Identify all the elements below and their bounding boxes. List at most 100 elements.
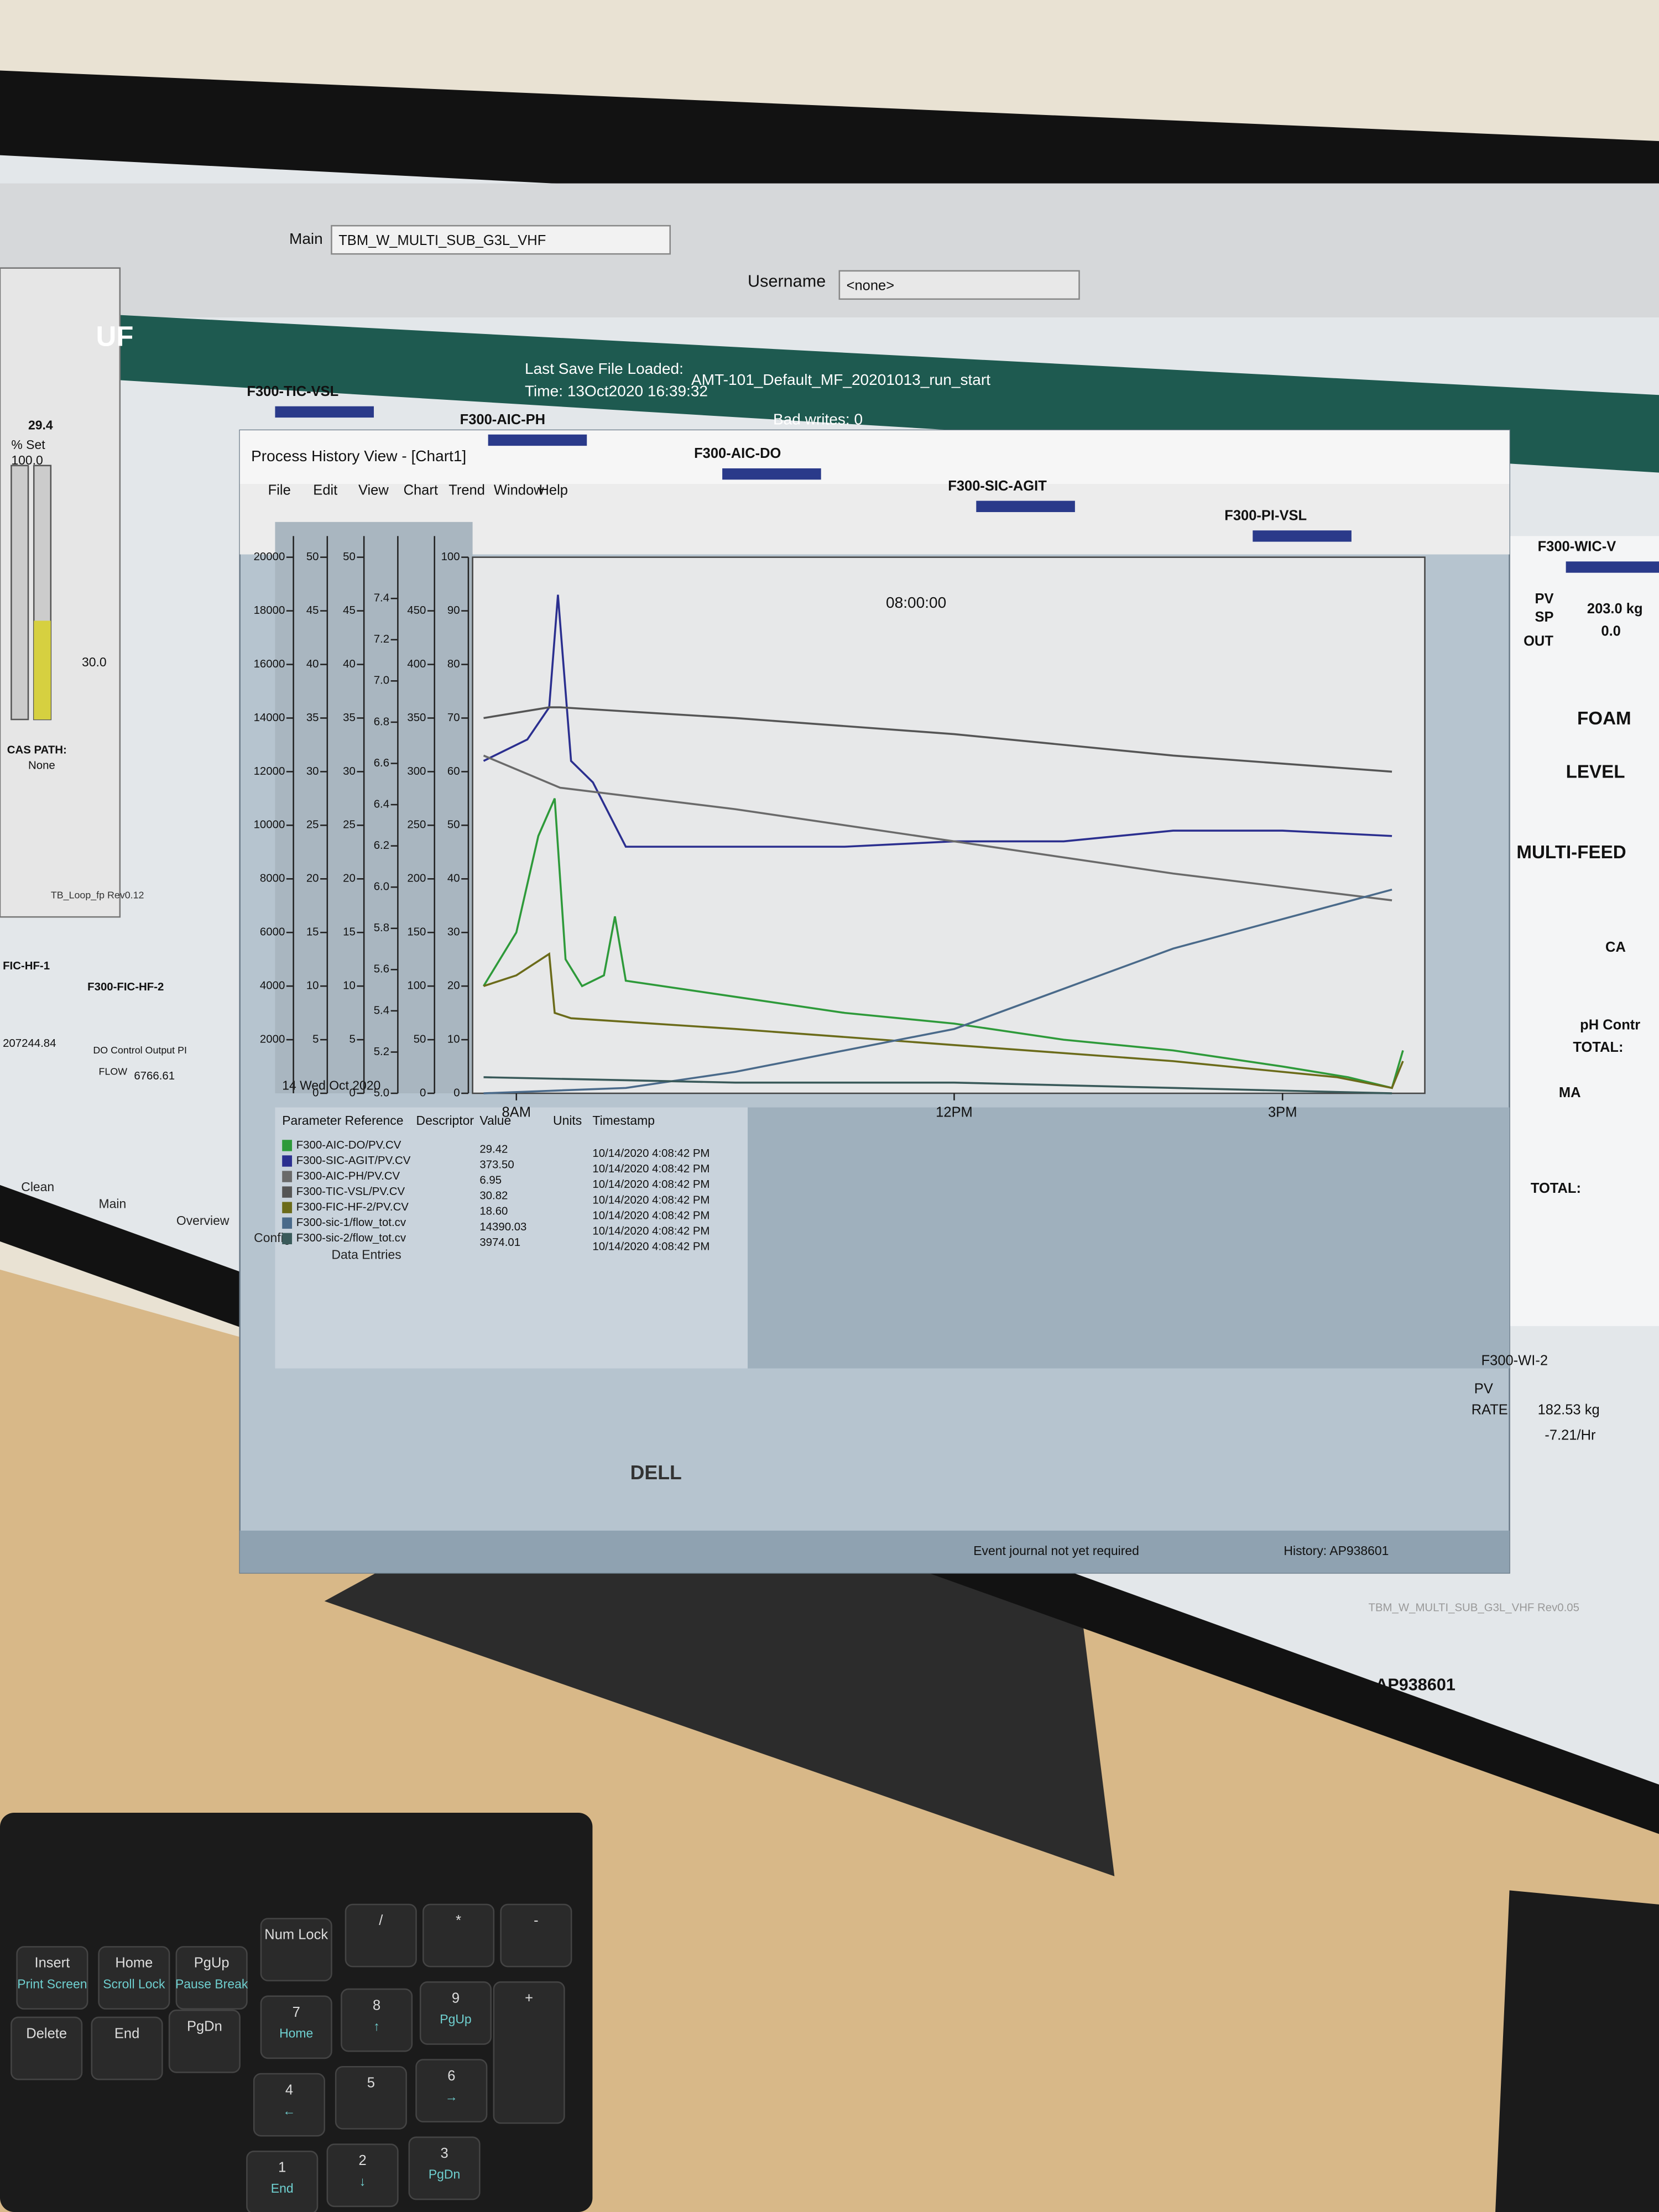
key[interactable] xyxy=(16,1946,88,2010)
plot-area xyxy=(472,556,1426,1094)
screen-tab[interactable]: Data Entries xyxy=(331,1247,401,1261)
key[interactable] xyxy=(415,2059,488,2123)
y-tick-label: 7.0 xyxy=(374,675,389,687)
key[interactable] xyxy=(500,1903,572,1968)
key[interactable] xyxy=(345,1903,417,1968)
chart-date: 14 Wed Oct 2020 xyxy=(282,1078,380,1092)
y-tick-label: 0 xyxy=(349,1087,356,1099)
faceplate-tag[interactable]: F300-AIC-PH xyxy=(460,412,545,427)
y-tick-label: 18000 xyxy=(254,604,285,617)
y-tick-label: 12000 xyxy=(254,765,285,778)
parameter-name[interactable]: F300-sic-1/flow_tot.cv xyxy=(296,1217,406,1229)
key-sublabel: Pause Break xyxy=(175,1976,248,1991)
key[interactable] xyxy=(341,1988,413,2052)
menu-item[interactable]: Help xyxy=(539,482,567,498)
key-label: Home xyxy=(115,1955,153,1971)
left-popup xyxy=(0,267,121,918)
parameter-name[interactable]: F300-sic-2/flow_tot.cv xyxy=(296,1232,406,1244)
parameter-table xyxy=(275,1107,748,1369)
main-dropdown[interactable] xyxy=(331,225,671,255)
parameter-timestamp: 10/14/2020 4:08:42 PM xyxy=(592,1225,709,1237)
y-tick-label: 25 xyxy=(306,819,319,831)
time-value[interactable]: 08:00:00 xyxy=(886,594,946,611)
legend-swatch xyxy=(282,1202,293,1213)
key-sublabel: Scroll Lock xyxy=(103,1976,165,1991)
parameter-name[interactable]: F300-SIC-AGIT/PV.CV xyxy=(296,1155,411,1167)
y-tick-label: 16000 xyxy=(254,658,285,670)
faceplate-bar xyxy=(1253,530,1352,542)
key[interactable] xyxy=(408,2136,481,2200)
table-header: Timestamp xyxy=(592,1113,655,1128)
screen-tab[interactable]: Clean xyxy=(21,1180,54,1194)
menu-item[interactable]: Trend xyxy=(448,482,485,498)
y-tick-label: 6.8 xyxy=(374,716,389,728)
key-label: Insert xyxy=(34,1955,70,1971)
key[interactable] xyxy=(419,1981,492,2045)
y-tick-label: 200 xyxy=(407,873,426,885)
fic1-tag: FIC-HF-1 xyxy=(3,960,50,972)
trend-line xyxy=(483,754,1392,901)
flow-value: 6766.61 xyxy=(134,1070,175,1082)
menu-item[interactable]: View xyxy=(358,482,389,498)
popup-set-value: 100.0 xyxy=(11,453,43,467)
y-tick-label: 80 xyxy=(447,658,460,670)
right-panel-text: pH Contr xyxy=(1580,1017,1640,1032)
key[interactable] xyxy=(326,2143,399,2208)
key[interactable] xyxy=(253,2073,326,2137)
key[interactable] xyxy=(98,1946,170,2010)
legend-swatch xyxy=(282,1217,293,1229)
key[interactable] xyxy=(260,1995,332,2059)
key[interactable] xyxy=(260,1918,332,1981)
y-tick-label: 300 xyxy=(407,765,426,778)
key-sublabel: Home xyxy=(279,2026,313,2041)
screen-tab[interactable]: Overview xyxy=(176,1213,229,1228)
faceplate-tag[interactable]: F300-AIC-DO xyxy=(694,446,781,461)
menu-item[interactable]: Chart xyxy=(404,482,438,498)
table-empty-area xyxy=(748,1107,1510,1369)
parameter-timestamp: 10/14/2020 4:08:42 PM xyxy=(592,1209,709,1222)
main-value[interactable]: TBM_W_MULTI_SUB_G3L_VHF xyxy=(338,233,546,248)
right-panel-text: 182.53 kg xyxy=(1538,1402,1600,1418)
y-tick-label: 5.6 xyxy=(374,963,389,975)
parameter-timestamp: 10/14/2020 4:08:42 PM xyxy=(592,1194,709,1206)
last-save-label: Last Save File Loaded: xyxy=(525,360,684,377)
key-label: Delete xyxy=(26,2026,67,2041)
generated-layer: Main TBM_W_MULTI_SUB_G3L_VHF Username <none… xyxy=(3,230,1659,2212)
parameter-name[interactable]: F300-AIC-DO/PV.CV xyxy=(296,1139,401,1151)
trend-line xyxy=(482,798,1404,1089)
key-sublabel: PgDn xyxy=(429,2167,460,2182)
window-title: Process History View - [Chart1] xyxy=(251,447,466,465)
key-label: 7 xyxy=(293,2005,300,2020)
parameter-name[interactable]: F300-FIC-HF-2/PV.CV xyxy=(296,1201,409,1213)
legend-swatch xyxy=(282,1186,293,1198)
menu-item[interactable]: File xyxy=(268,482,291,498)
key[interactable] xyxy=(11,2016,83,2080)
key[interactable] xyxy=(246,2151,319,2212)
menu-item[interactable]: Edit xyxy=(313,482,337,498)
screen-tab[interactable]: Main xyxy=(99,1197,127,1211)
key[interactable] xyxy=(422,1903,495,1968)
y-tick-label: 150 xyxy=(407,926,426,938)
y-tick-label: 60 xyxy=(447,765,460,778)
y-tick-label: 6.2 xyxy=(374,839,389,852)
key-label: PgDn xyxy=(187,2019,222,2034)
right-panel-text: 203.0 kg xyxy=(1587,601,1643,617)
key[interactable] xyxy=(91,2016,163,2080)
key[interactable] xyxy=(493,1981,565,2124)
faceplate-bar xyxy=(275,406,374,418)
faceplate-tag[interactable]: F300-PI-VSL xyxy=(1224,508,1307,523)
parameter-value: 373.50 xyxy=(479,1159,514,1171)
username-box xyxy=(838,270,1080,300)
parameter-name[interactable]: F300-TIC-VSL/PV.CV xyxy=(296,1186,405,1198)
x-tick-label: 8AM xyxy=(502,1104,531,1120)
menu-item[interactable]: Window xyxy=(494,482,544,498)
y-tick-label: 40 xyxy=(306,658,319,670)
faceplate-tag[interactable]: F300-SIC-AGIT xyxy=(948,478,1047,494)
faceplate-tag[interactable]: F300-TIC-VSL xyxy=(247,384,338,399)
faceplate-tag[interactable]: F300-WIC-V xyxy=(1538,539,1616,555)
parameter-name[interactable]: F300-AIC-PH/PV.CV xyxy=(296,1170,400,1182)
key[interactable] xyxy=(168,2009,241,2073)
key[interactable] xyxy=(335,2065,407,2130)
axis-panel xyxy=(275,521,473,1094)
key[interactable] xyxy=(175,1946,248,2010)
